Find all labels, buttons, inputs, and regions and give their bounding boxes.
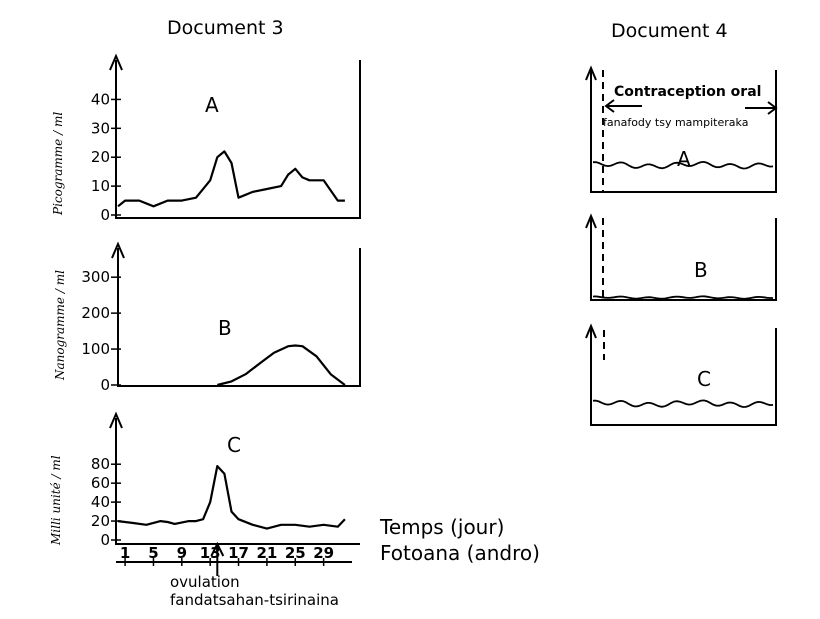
doc4-letter-c: C <box>697 367 711 391</box>
x-tick-label: 29 <box>313 544 334 562</box>
y-tick-label: 0 <box>100 531 110 549</box>
y-tick-label: 200 <box>81 304 110 322</box>
letter-c: C <box>227 433 241 457</box>
panel-c-arrow <box>109 411 123 429</box>
doc4-c-frame <box>590 328 777 426</box>
x-tick-label: 9 <box>177 544 187 562</box>
doc3-axes <box>109 53 361 563</box>
y-tick-label: 60 <box>91 474 110 492</box>
x-tick-label: 1 <box>120 544 130 562</box>
time-label: Temps (jour) <box>379 515 504 539</box>
y-tick-label: 40 <box>91 493 110 511</box>
ticks-a: 0 10 20 30 40 <box>91 90 121 224</box>
doc4-title: Document 4 <box>611 20 728 42</box>
series-line-b <box>217 344 346 387</box>
doc4-b-arrow <box>585 213 597 229</box>
contraception-label: Contraception oral <box>614 84 761 100</box>
doc4-c-arrow <box>585 323 597 339</box>
panel-b-frame <box>117 248 361 387</box>
x-tick-label: 5 <box>148 544 158 562</box>
y-tick-label: 20 <box>91 148 110 166</box>
y-tick-label: 80 <box>91 455 110 473</box>
y-tick-label: 0 <box>100 376 110 394</box>
ylabel-b: Nanogramme / ml <box>53 270 67 381</box>
doc4-a-arrow <box>585 65 597 81</box>
panel-c-frame <box>115 418 360 545</box>
y-tick-label: 10 <box>91 177 110 195</box>
y-tick-label: 300 <box>81 268 110 286</box>
panel-a-frame <box>115 60 361 219</box>
doc4-series <box>592 160 774 408</box>
series-line-a <box>117 150 345 208</box>
doc4-axes <box>585 65 777 426</box>
ovulation-label-mg: fandatsahan-tsirinaina <box>170 591 339 609</box>
doc4-dashed-lines <box>602 70 605 360</box>
ylabel-c: Milli unité / ml <box>49 455 63 546</box>
ylabel-a: Picogramme / ml <box>51 112 65 216</box>
doc4-line-a <box>592 160 774 170</box>
doc4-line-c <box>592 399 774 408</box>
y-tick-label: 100 <box>81 340 110 358</box>
doc4-a-frame <box>590 70 777 193</box>
contraception-arrow <box>604 99 778 115</box>
ovulation-label: ovulation <box>170 573 240 591</box>
time-label-mg: Fotoana (andro) <box>380 541 540 565</box>
x-tick-label: 21 <box>256 544 277 562</box>
x-tick-label: 17 <box>228 544 249 562</box>
doc4-letter-a: A <box>677 147 691 171</box>
y-tick-label: 30 <box>91 119 110 137</box>
doc4-line-b <box>592 295 773 300</box>
series-line-c <box>117 465 346 530</box>
series-group <box>117 150 346 530</box>
doc3-title: Document 3 <box>167 17 284 39</box>
y-tick-label: 0 <box>100 206 110 224</box>
ticks-b: 0 100 200 300 <box>81 268 121 394</box>
ovulation-arrow <box>210 541 225 576</box>
contraception-label-mg: fanafody tsy mampiteraka <box>603 116 748 129</box>
panel-b-arrow <box>111 241 125 259</box>
letter-a: A <box>205 93 219 117</box>
panel-a-arrow <box>109 53 123 71</box>
letter-b: B <box>218 316 232 340</box>
doc4-letter-b: B <box>694 258 708 282</box>
x-tick-label: 25 <box>285 544 306 562</box>
doc4-b-frame <box>590 218 777 301</box>
y-tick-label: 40 <box>91 90 110 108</box>
y-tick-label: 20 <box>91 512 110 530</box>
